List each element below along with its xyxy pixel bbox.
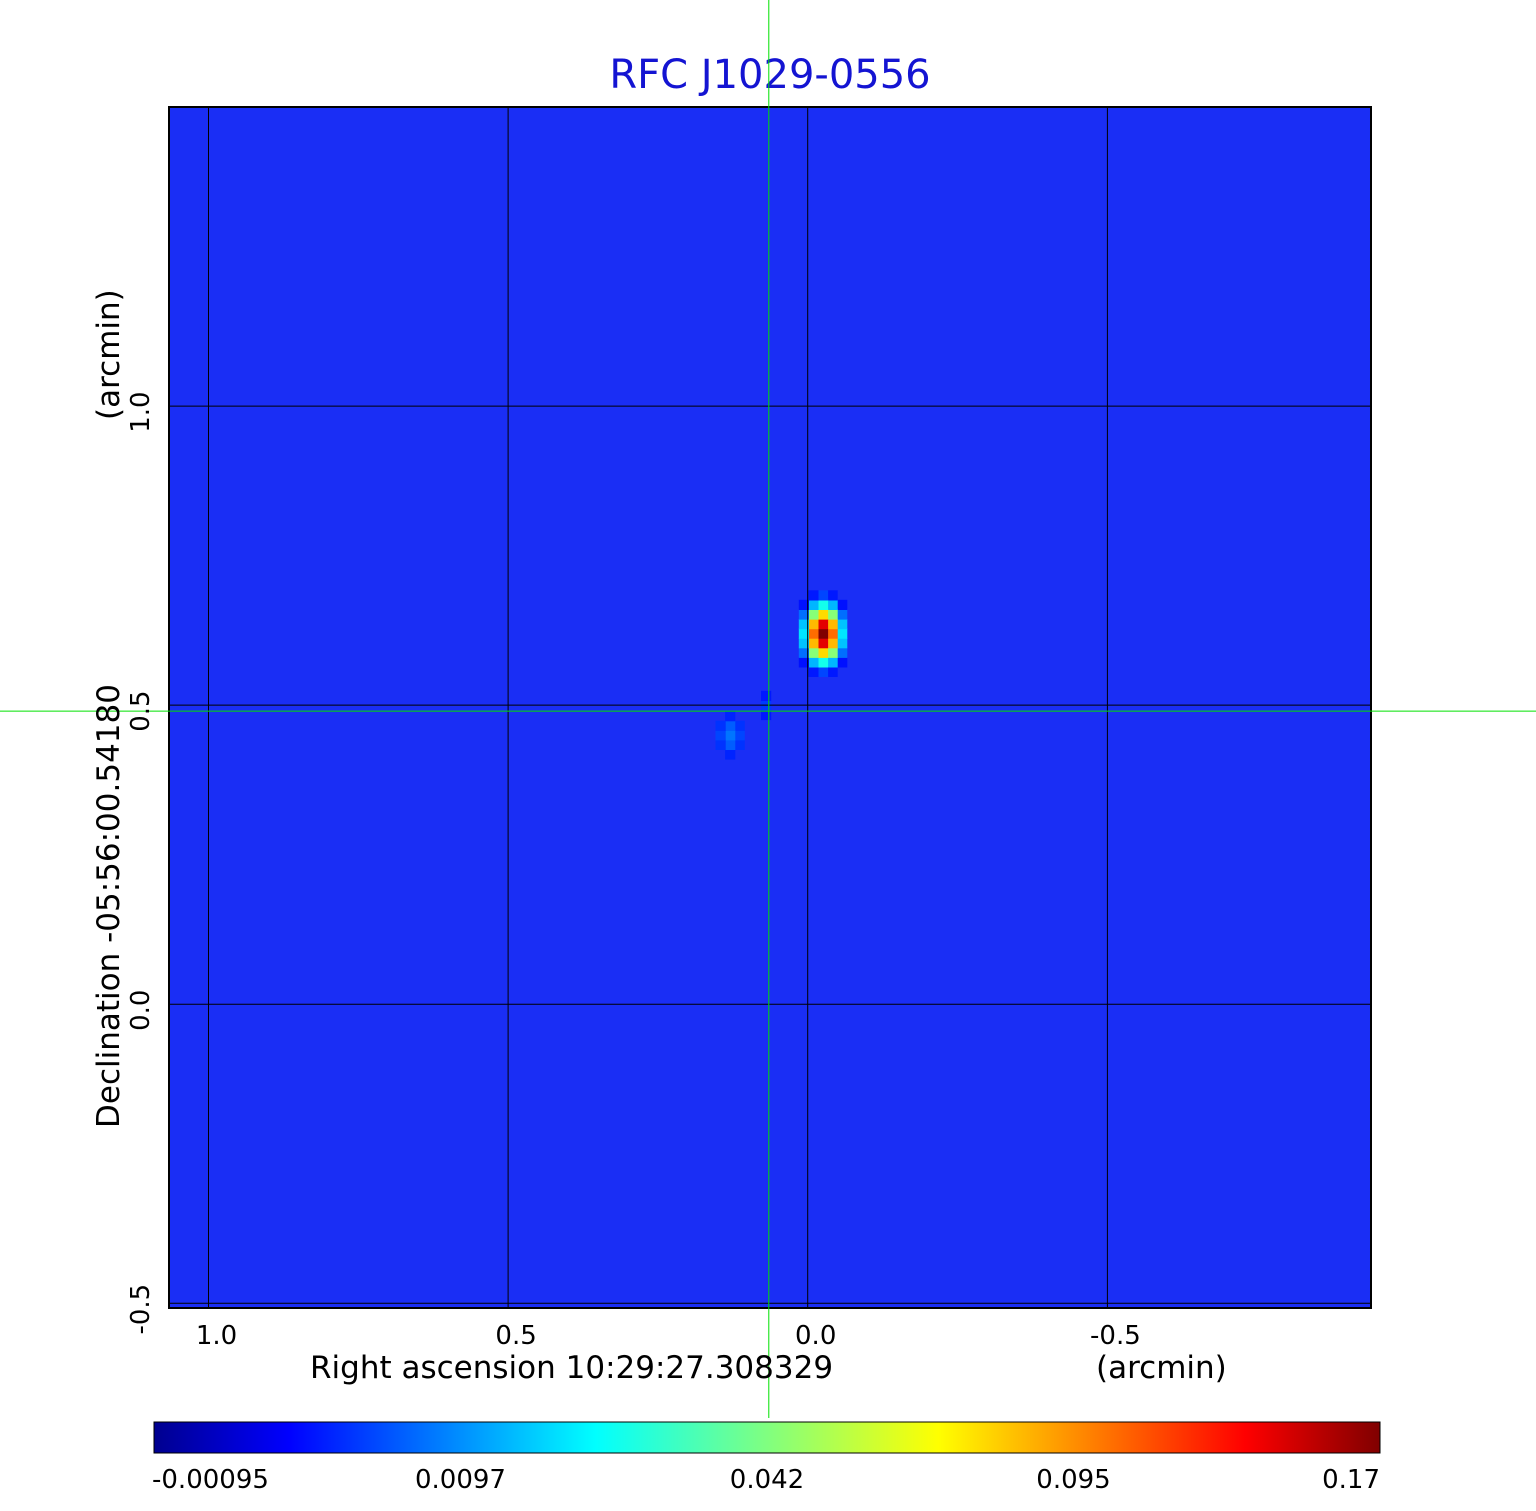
intensity-pixels — [715, 590, 848, 760]
y-tick-label: 1.0 — [126, 391, 156, 432]
y-tick-label: -0.5 — [126, 1284, 156, 1335]
source-pixel — [798, 609, 809, 620]
source-pixel — [817, 638, 829, 649]
y-tick-label: 0.5 — [126, 690, 156, 731]
source-pixel — [808, 590, 819, 601]
chart-title: RFC J1029-0556 — [609, 52, 930, 98]
source-pixel — [817, 647, 829, 658]
source-pixel — [761, 690, 772, 701]
source-pixel — [827, 619, 838, 630]
source-pixel — [725, 730, 736, 741]
y-tick-labels: -0.5 0.0 0.5 1.0 — [126, 391, 156, 1334]
source-pixel — [761, 709, 772, 721]
source-pixel — [808, 609, 819, 620]
source-pixel — [715, 739, 726, 750]
x-tick-label: 0.5 — [495, 1321, 536, 1351]
source-pixel — [808, 647, 819, 658]
x-tick-label: 0.0 — [795, 1321, 836, 1351]
source-pixel — [817, 657, 829, 668]
source-pixel — [837, 657, 848, 668]
source-pixel — [808, 666, 819, 677]
source-pixel — [808, 628, 819, 639]
source-pixel — [798, 599, 809, 610]
source-pixel — [715, 730, 726, 741]
source-pixel — [827, 647, 838, 658]
x-tick-label: -0.5 — [1090, 1321, 1141, 1351]
y-axis-unit: (arcmin) — [91, 289, 127, 420]
source-pixel — [837, 609, 848, 620]
source-pixel — [827, 628, 838, 639]
source-pixel — [837, 638, 848, 649]
x-tick-label: 1.0 — [196, 1321, 237, 1351]
colorbar: -0.00095 0.0097 0.042 0.095 0.17 — [152, 1421, 1381, 1495]
source-pixel — [715, 720, 726, 731]
source-pixel — [798, 638, 809, 649]
plot-area — [168, 106, 1372, 1309]
source-pixel — [808, 619, 819, 630]
y-tick-label: 0.0 — [126, 990, 156, 1031]
crosshair — [0, 0, 1536, 1418]
x-axis-unit: (arcmin) — [1096, 1350, 1227, 1386]
source-pixel — [827, 638, 838, 649]
source-pixel — [734, 739, 745, 750]
source-pixel — [808, 599, 819, 610]
source-pixel — [837, 647, 848, 658]
source-pixel — [817, 666, 829, 677]
source-pixel — [837, 628, 848, 639]
source-pixel — [725, 739, 736, 750]
colorbar-tick-label: -0.00095 — [152, 1465, 269, 1495]
coordinate-grid — [169, 107, 1371, 1308]
source-pixel — [734, 720, 745, 731]
colorbar-tick-label: 0.095 — [1036, 1465, 1110, 1495]
y-axis-label: Declination -05:56:00.54180 — [91, 684, 127, 1128]
source-pixel — [817, 609, 829, 620]
x-axis-label: Right ascension 10:29:27.308329 — [310, 1350, 833, 1386]
plot-frame — [168, 106, 1372, 1309]
source-pixel — [817, 599, 829, 610]
source-pixel — [827, 599, 838, 610]
source-pixel — [817, 619, 829, 630]
colorbar-tick-labels: -0.00095 0.0097 0.042 0.095 0.17 — [152, 1465, 1380, 1495]
source-pixel — [817, 628, 829, 639]
source-pixel — [808, 638, 819, 649]
source-pixel — [837, 599, 848, 610]
x-tick-labels: 1.0 0.5 0.0 -0.5 — [196, 1321, 1141, 1351]
source-pixel — [798, 647, 809, 658]
source-pixel — [798, 628, 809, 639]
source-pixel — [808, 657, 819, 668]
source-pixel — [725, 749, 736, 760]
colorbar-tick-label: 0.042 — [730, 1465, 804, 1495]
colorbar-tick-label: 0.0097 — [415, 1465, 506, 1495]
source-pixel — [798, 619, 809, 630]
source-pixel — [827, 609, 838, 620]
source-pixel — [817, 590, 829, 601]
source-pixel — [725, 720, 736, 731]
colorbar-tick-label: 0.17 — [1322, 1465, 1380, 1495]
source-pixel — [798, 657, 809, 668]
source-pixel — [827, 657, 838, 668]
source-pixel — [725, 711, 736, 722]
source-pixel — [734, 730, 745, 741]
source-pixel — [827, 666, 838, 677]
source-pixel — [827, 590, 838, 601]
colorbar-gradient — [153, 1421, 1381, 1454]
source-pixel — [837, 619, 848, 630]
